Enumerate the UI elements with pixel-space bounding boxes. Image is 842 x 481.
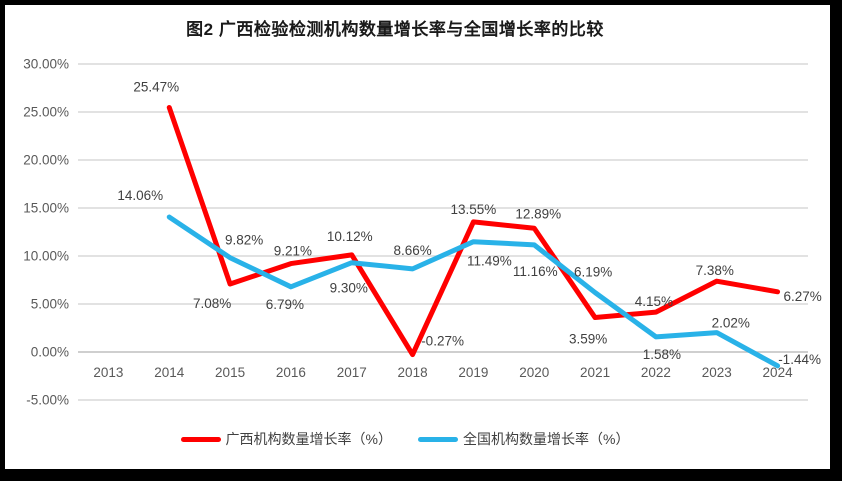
legend-label-guangxi: 广西机构数量增长率（%） (225, 431, 392, 447)
x-tick-label: 2018 (398, 365, 428, 380)
data-label-national: 2.02% (712, 316, 750, 331)
series-line-guangxi (166, 104, 781, 358)
series-line-national (166, 214, 781, 369)
chart-area: 图2 广西检验检测机构数量增长率与全国增长率的比较 30.00% 25.00% 20… (5, 5, 830, 469)
data-label-national: -1.44% (778, 352, 821, 367)
y-tick-label: 5.00% (31, 297, 69, 312)
x-tick-label: 2013 (93, 365, 123, 380)
data-label-guangxi: 9.21% (274, 244, 312, 259)
x-tick-label: 2016 (276, 365, 306, 380)
y-tick-label: 20.00% (23, 153, 69, 168)
national-line-swatch (418, 436, 458, 442)
chart-plot: 30.00% 25.00% 20.00% 15.00% 10.00% 5.00% 0.00%… (23, 57, 822, 408)
y-tick-label: 0.00% (31, 345, 69, 360)
y-tick-label: 10.00% (23, 249, 69, 264)
y-tick-label: 15.00% (23, 201, 69, 216)
guangxi-line-swatch (180, 436, 221, 442)
data-label-national: 9.82% (225, 233, 263, 248)
chart-title: 图2 广西检验检测机构数量增长率与全国增长率的比较 (186, 20, 604, 39)
x-tick-label: 2021 (580, 365, 610, 380)
data-label-national: 11.49% (467, 254, 512, 269)
chart-legend: 广西机构数量增长率（%） 全国机构数量增长率（%） (5, 429, 805, 449)
x-tick-label: 2015 (215, 365, 245, 380)
data-label-guangxi: 7.38% (696, 263, 734, 278)
legend-item-guangxi: 广西机构数量增长率（%） (180, 429, 392, 449)
data-label-guangxi: 25.47% (133, 79, 179, 94)
data-label-guangxi: 6.27% (783, 289, 821, 304)
data-label-national: 1.58% (643, 347, 681, 362)
legend-item-national: 全国机构数量增长率（%） (418, 429, 629, 449)
data-label-national: 6.79% (266, 297, 304, 312)
data-label-guangxi: 13.55% (451, 202, 497, 217)
x-tick-label: 2019 (458, 365, 488, 380)
data-label-national: 9.30% (330, 281, 368, 296)
x-tick-label: 2023 (702, 365, 732, 380)
y-tick-label: 25.00% (23, 105, 69, 120)
data-label-guangxi: 7.08% (193, 296, 231, 311)
y-tick-label: 30.00% (23, 57, 69, 72)
data-label-guangxi: 4.15% (635, 294, 673, 309)
data-label-national: 11.16% (513, 264, 558, 279)
x-tick-label: 2024 (763, 365, 794, 380)
data-label-guangxi: -0.27% (421, 334, 464, 349)
y-tick-label: -5.00% (26, 393, 69, 408)
data-label-guangxi: 10.12% (327, 229, 373, 244)
x-tick-label: 2020 (519, 365, 549, 380)
x-tick-label: 2017 (337, 365, 367, 380)
data-label-guangxi: 12.89% (515, 206, 561, 221)
legend-label-national: 全国机构数量增长率（%） (463, 431, 630, 447)
data-label-national: 6.19% (574, 265, 612, 280)
data-label-national: 8.66% (393, 243, 431, 258)
x-tick-label: 2014 (154, 365, 185, 380)
x-tick-label: 2022 (641, 365, 671, 380)
data-label-guangxi: 3.59% (569, 332, 607, 347)
data-label-national: 14.06% (117, 188, 163, 203)
